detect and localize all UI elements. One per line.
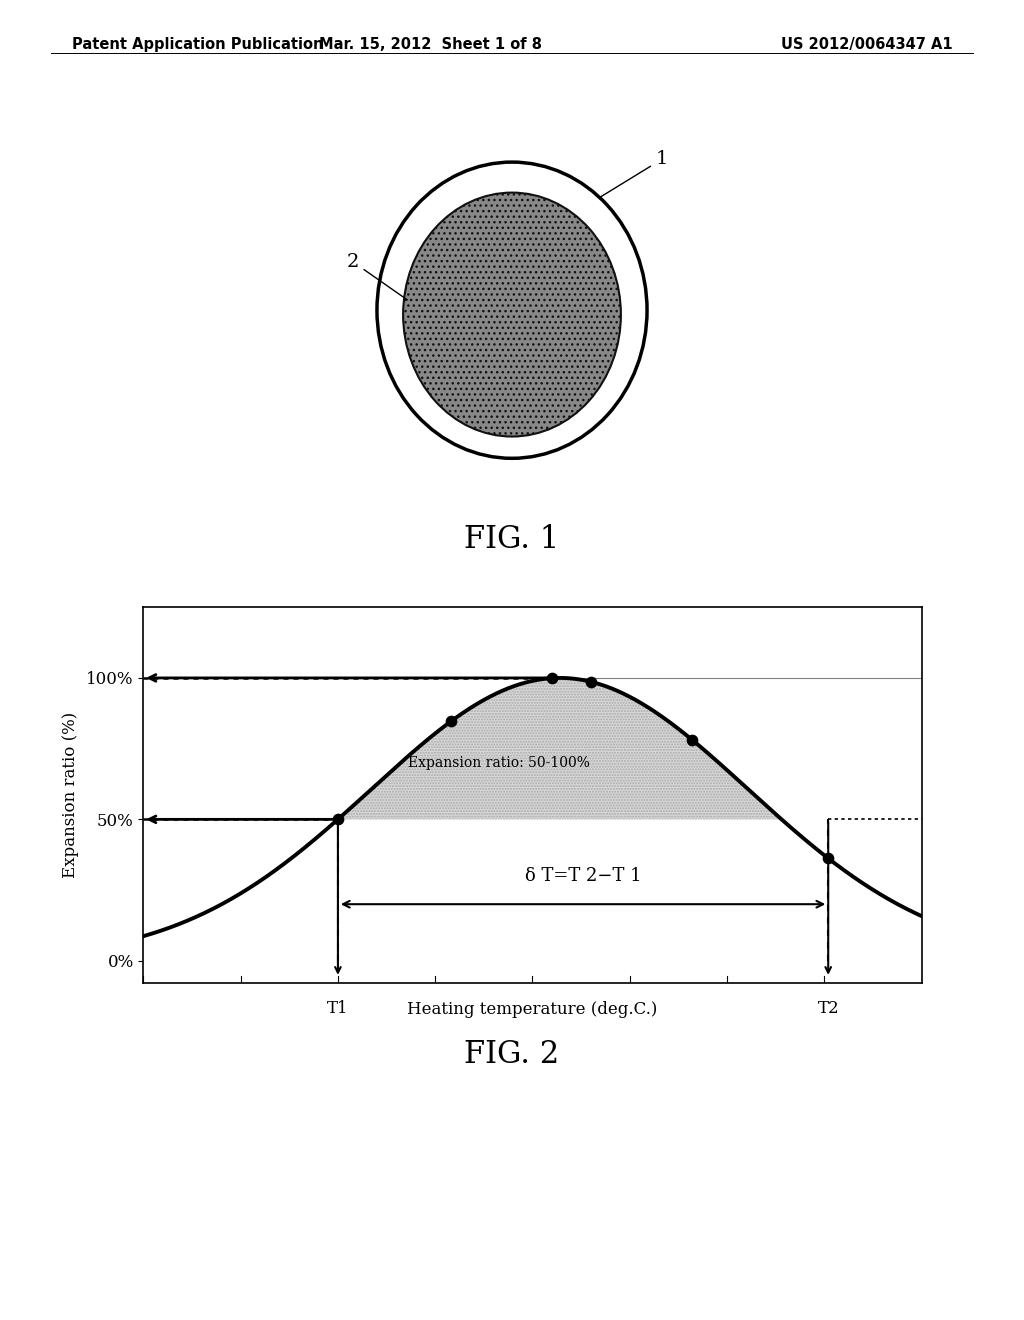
Point [544, 668, 560, 689]
Text: 1: 1 [599, 150, 668, 198]
Text: FIG. 2: FIG. 2 [464, 1039, 560, 1069]
Text: US 2012/0064347 A1: US 2012/0064347 A1 [780, 37, 952, 51]
Text: Mar. 15, 2012  Sheet 1 of 8: Mar. 15, 2012 Sheet 1 of 8 [318, 37, 542, 51]
Text: 2: 2 [346, 252, 408, 300]
Text: Patent Application Publication: Patent Application Publication [72, 37, 324, 51]
Y-axis label: Expansion ratio (%): Expansion ratio (%) [62, 713, 79, 878]
Text: Heating temperature (deg.C.): Heating temperature (deg.C.) [408, 1001, 657, 1018]
Point [442, 711, 459, 733]
Text: FIG. 1: FIG. 1 [464, 524, 560, 554]
Point [583, 671, 599, 692]
Text: T1: T1 [327, 1001, 349, 1018]
Text: Expansion ratio: 50-100%: Expansion ratio: 50-100% [408, 756, 590, 770]
Point [330, 809, 346, 830]
Text: T2: T2 [817, 1001, 839, 1018]
Point [820, 847, 837, 869]
Ellipse shape [403, 193, 621, 437]
Point [684, 729, 700, 750]
Text: δ T=T 2−T 1: δ T=T 2−T 1 [524, 867, 641, 884]
Ellipse shape [377, 162, 647, 458]
